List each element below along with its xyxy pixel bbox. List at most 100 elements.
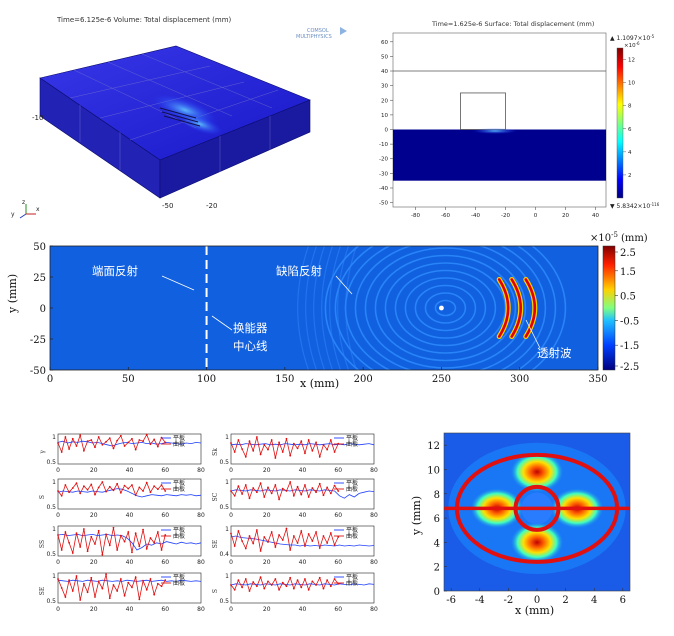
subplot-xtick-label: 40 xyxy=(299,512,307,519)
subplot-xtick-label: 20 xyxy=(263,606,271,613)
subplot-ytick-top: 1 xyxy=(225,434,229,441)
wave-xtick-label: 150 xyxy=(275,374,294,385)
red-point xyxy=(82,582,85,585)
red-point xyxy=(149,537,152,539)
subplot-xtick-label: 40 xyxy=(126,512,134,519)
series-curved-plate xyxy=(230,576,339,593)
red-point xyxy=(289,454,292,457)
red-point xyxy=(263,496,266,498)
subplot-ytick-bottom: 0.5 xyxy=(219,504,229,511)
red-point xyxy=(60,549,63,551)
wave-cbar-label: -0.5 xyxy=(620,316,639,327)
spot-ytick-label: 0 xyxy=(434,587,440,598)
spot-ytick-label: 10 xyxy=(427,465,440,476)
surface-xtick-label: -80 xyxy=(411,213,420,219)
subplot-xtick-label: 0 xyxy=(56,606,60,613)
red-point xyxy=(281,581,284,584)
red-point xyxy=(145,547,148,550)
subplot-frame xyxy=(57,478,202,510)
red-point xyxy=(263,443,266,446)
red-point xyxy=(68,579,70,582)
annotation-defect-reflection: 缺陷反射 xyxy=(276,264,322,278)
scatter-ring xyxy=(424,292,467,324)
red-point xyxy=(230,442,232,444)
subplot-xtick-label: 40 xyxy=(126,559,134,566)
legend-label-curved: 曲板 xyxy=(173,579,185,587)
subplot-xtick-label: 60 xyxy=(334,512,342,519)
red-point xyxy=(94,543,96,545)
subplot-xtick-label: 20 xyxy=(263,512,271,519)
series-curved-plate xyxy=(230,480,339,501)
red-point xyxy=(112,584,115,586)
red-point xyxy=(142,490,144,492)
subplot-xtick-label: 80 xyxy=(370,559,378,566)
wave-cbar-label: 2.5 xyxy=(620,248,636,259)
red-point xyxy=(263,536,266,538)
legend-label-flat: 平板 xyxy=(346,573,358,581)
red-point xyxy=(131,586,133,589)
red-point xyxy=(149,578,152,580)
subplot-frame xyxy=(230,478,375,510)
red-point xyxy=(116,482,119,485)
red-point xyxy=(145,588,148,591)
red-point xyxy=(116,439,119,442)
subplot-ylabel: Sk xyxy=(212,448,219,456)
red-point xyxy=(105,573,107,576)
red-point xyxy=(86,488,89,491)
red-point xyxy=(326,448,329,451)
red-point xyxy=(296,485,299,488)
red-point xyxy=(285,585,288,588)
subplot-xtick-label: 0 xyxy=(56,559,60,566)
red-point xyxy=(285,527,288,530)
wave-xtick-label: 250 xyxy=(432,374,451,385)
red-point xyxy=(337,490,340,492)
red-point xyxy=(281,451,284,453)
subplot-ytick-bottom: 0.5 xyxy=(46,459,56,466)
subplot-ylabel: SC xyxy=(212,492,219,501)
red-point xyxy=(318,482,321,485)
red-point xyxy=(156,582,159,585)
colorbar-max-label: ▲ 1.1097×10-5 xyxy=(610,34,655,42)
red-point xyxy=(296,579,299,582)
subplot-xtick-label: 0 xyxy=(229,559,233,566)
spot-xtick-label: 6 xyxy=(620,595,626,606)
red-point xyxy=(164,534,167,536)
panel-surface-plot: Time=1.625e-6 Surface: Total displacemen… xyxy=(379,20,660,219)
red-point xyxy=(57,442,59,444)
red-point xyxy=(75,575,78,577)
annotation-transducer: 换能器 xyxy=(233,321,268,335)
wave-ytick-label: -50 xyxy=(30,366,46,377)
surface-cbar-label: 12 xyxy=(628,58,635,64)
red-point xyxy=(71,437,74,440)
scatter-ring xyxy=(404,277,487,339)
legend-label-flat: 平板 xyxy=(346,434,358,442)
subplot-xtick-label: 20 xyxy=(90,512,98,519)
red-point xyxy=(333,544,336,546)
reflection-wave xyxy=(345,246,358,370)
legend-label-flat: 平板 xyxy=(173,573,185,581)
tick-a-3: -20 xyxy=(206,202,217,210)
red-point xyxy=(101,587,104,590)
red-point xyxy=(289,481,292,483)
red-point xyxy=(292,494,295,497)
spot-ytick-label: 6 xyxy=(434,514,440,525)
red-point xyxy=(278,588,280,591)
scatter-ring xyxy=(384,262,507,354)
annotation-leader-4 xyxy=(525,319,541,349)
red-point xyxy=(101,481,104,483)
spot-lobe xyxy=(509,451,565,493)
annotation-leader-1 xyxy=(161,275,195,291)
axis-triad: y x z xyxy=(11,199,40,219)
wave-x-ticks: 0 50 100 150 200 250 300 350 xyxy=(47,367,608,385)
annotation-bg-end-reflection xyxy=(90,262,170,278)
red-point xyxy=(82,528,85,530)
red-point xyxy=(252,487,255,489)
defect-marker xyxy=(439,305,444,311)
annotation-leader-2 xyxy=(335,275,353,295)
red-point xyxy=(116,590,119,592)
reflection-wave xyxy=(321,246,334,370)
red-point xyxy=(75,532,78,535)
red-point xyxy=(307,588,310,591)
subplot-ytick-bottom: 0.5 xyxy=(219,598,229,605)
